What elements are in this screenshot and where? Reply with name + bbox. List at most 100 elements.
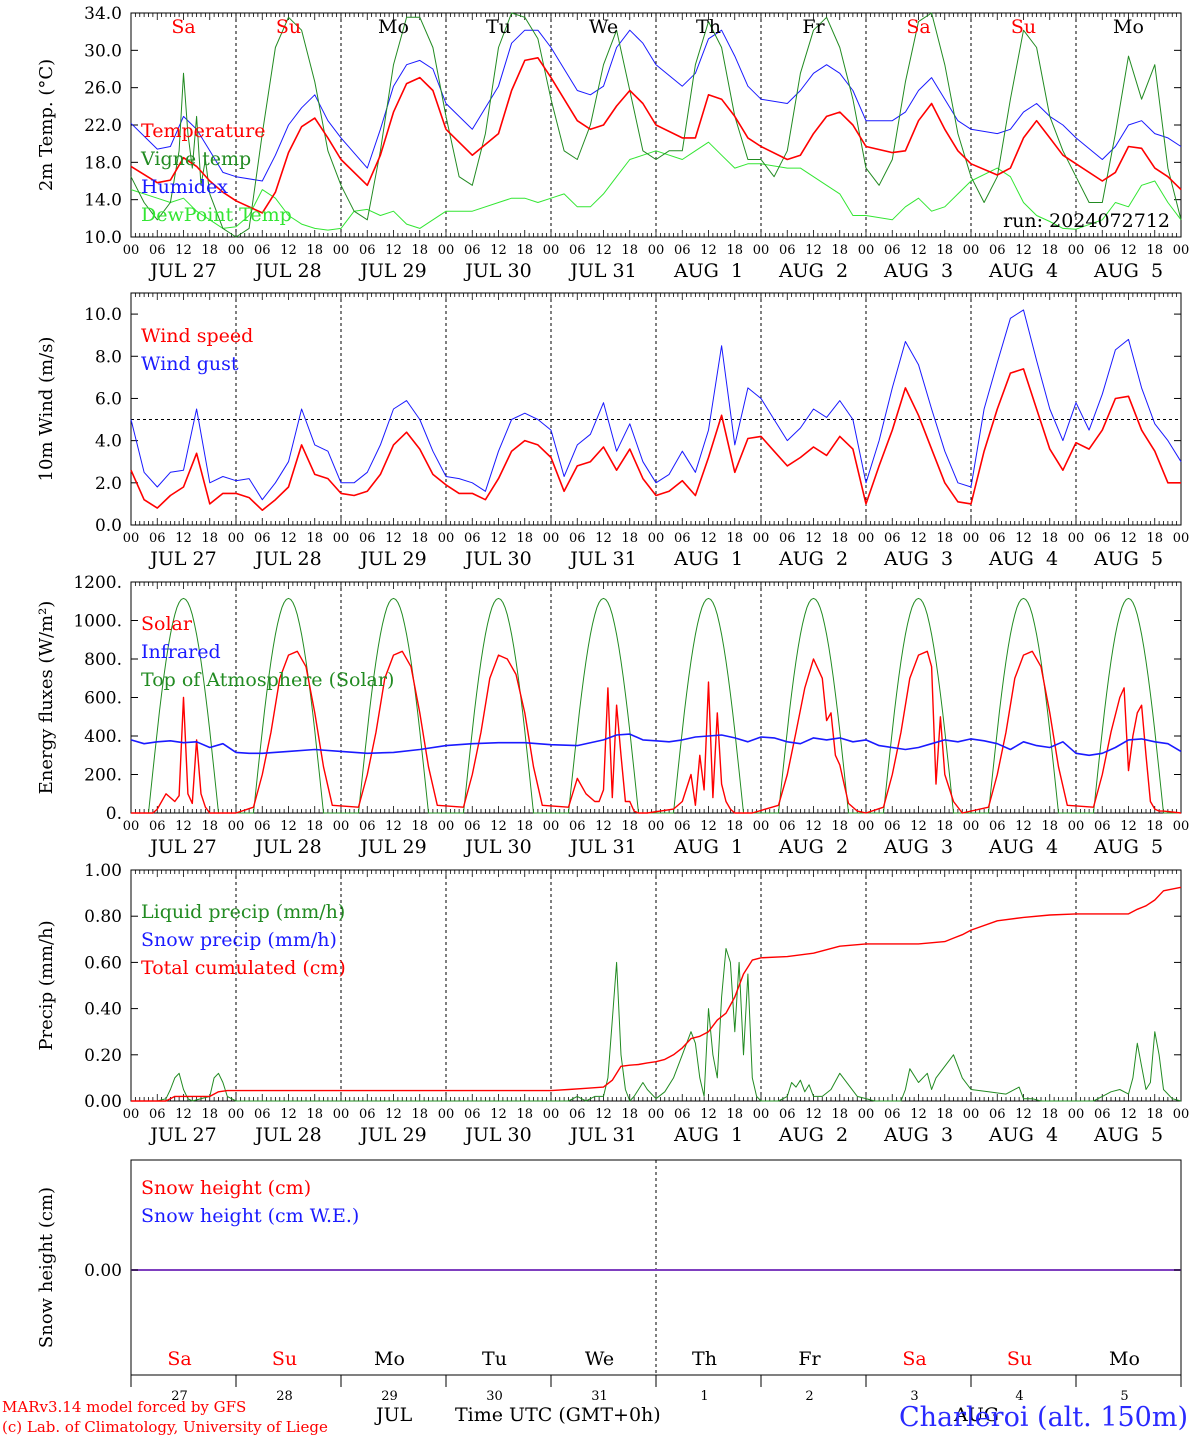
hour-tick-label: 12	[385, 531, 402, 546]
hour-tick-label: 00	[648, 531, 665, 546]
series-line	[131, 886, 1182, 1102]
hour-tick-label: 00	[228, 243, 245, 258]
hour-tick-label: 00	[1068, 243, 1085, 258]
y-tick-label: 10.0	[84, 228, 122, 248]
hour-tick-label: 12	[700, 1107, 717, 1122]
date-label: AUG 5	[1093, 548, 1163, 570]
date-label: JUL 29	[358, 836, 426, 858]
hour-tick-label: 00	[228, 1107, 245, 1122]
y-tick-label: 34.0	[84, 4, 122, 24]
weekday-label: Fr	[802, 16, 825, 38]
hour-tick-label: 18	[1146, 1107, 1163, 1122]
hour-tick-label: 12	[385, 819, 402, 834]
hour-tick-label: 18	[201, 243, 218, 258]
hour-tick-label: 06	[569, 819, 586, 834]
hour-tick-label: 12	[490, 243, 507, 258]
y-tick-label: 0.00	[84, 1261, 122, 1281]
hour-tick-label: 12	[280, 531, 297, 546]
date-label: AUG 3	[883, 1124, 953, 1146]
hour-tick-label: 18	[831, 531, 848, 546]
date-label: JUL 29	[358, 1124, 426, 1146]
date-label: JUL 30	[463, 836, 531, 858]
xaxis-title: Time UTC (GMT+0h)	[455, 1404, 661, 1426]
hour-tick-label: 12	[595, 531, 612, 546]
hour-tick-label: 12	[175, 1107, 192, 1122]
y-tick-label: 1000.	[73, 612, 122, 632]
date-label: AUG 2	[778, 1124, 848, 1146]
hour-tick-label: 12	[280, 243, 297, 258]
legend-entry: DewPoint Temp	[141, 204, 292, 226]
weekday-label: Su	[1007, 1348, 1032, 1370]
hour-tick-label: 12	[805, 819, 822, 834]
hour-tick-label: 06	[674, 531, 691, 546]
y-tick-label: 0.40	[84, 1000, 122, 1020]
hour-tick-label: 00	[648, 819, 665, 834]
hour-tick-label: 00	[753, 531, 770, 546]
hour-tick-label: 06	[254, 1107, 271, 1122]
date-label: AUG 2	[778, 548, 848, 570]
date-label: JUL 31	[568, 260, 636, 282]
weekday-label: Mo	[1109, 1348, 1140, 1370]
y-axis-label: Energy fluxes (W/m²)	[36, 601, 57, 795]
y-tick-label: 8.0	[95, 347, 122, 367]
legend-entry: Solar	[141, 613, 193, 635]
y-tick-label: 2.0	[95, 474, 122, 494]
hour-tick-label: 18	[621, 1107, 638, 1122]
hour-tick-label: 06	[884, 1107, 901, 1122]
hour-tick-label: 00	[543, 1107, 560, 1122]
hour-tick-label: 18	[201, 531, 218, 546]
date-label: JUL 30	[463, 1124, 531, 1146]
date-label: JUL 30	[463, 260, 531, 282]
weekday-label: Sa	[902, 1348, 926, 1370]
hour-tick-label: 12	[910, 243, 927, 258]
date-label: AUG 1	[673, 548, 743, 570]
hour-tick-label: 18	[516, 1107, 533, 1122]
series-line	[130, 141, 1182, 231]
series-line	[130, 56, 1182, 214]
hour-tick-label: 18	[1041, 819, 1058, 834]
hour-tick-label: 06	[464, 243, 481, 258]
date-label: AUG 3	[883, 548, 953, 570]
hour-tick-label: 18	[306, 819, 323, 834]
hour-tick-label: 18	[411, 1107, 428, 1122]
date-label: AUG 1	[673, 1124, 743, 1146]
y-tick-label: 1.00	[84, 861, 122, 881]
date-label: AUG 5	[1093, 836, 1163, 858]
hour-tick-label: 12	[805, 243, 822, 258]
hour-tick-label: 06	[569, 1107, 586, 1122]
hour-tick-label: 18	[936, 1107, 953, 1122]
weekday-label: Mo	[378, 16, 409, 38]
hour-tick-label: 18	[516, 243, 533, 258]
hour-tick-label: 06	[464, 1107, 481, 1122]
run-label: run: 2024072712	[1003, 210, 1170, 232]
hour-tick-label: 00	[858, 243, 875, 258]
y-tick-label: 0.	[106, 804, 122, 824]
hour-tick-label: 00	[1068, 531, 1085, 546]
series-line	[130, 733, 1182, 757]
weekday-label: Th	[692, 1348, 717, 1370]
hour-tick-label: 00	[438, 1107, 455, 1122]
hour-tick-label: 00	[123, 531, 140, 546]
hour-tick-label: 06	[989, 819, 1006, 834]
hour-tick-label: 00	[858, 819, 875, 834]
hour-tick-label: 00	[438, 819, 455, 834]
hour-tick-label: 06	[359, 1107, 376, 1122]
hour-tick-label: 18	[1041, 531, 1058, 546]
lab-credit: (c) Lab. of Climatology, University of L…	[2, 1418, 328, 1436]
hour-tick-label: 06	[1094, 1107, 1111, 1122]
hour-tick-label: 00	[228, 819, 245, 834]
y-tick-label: 18.0	[84, 153, 122, 173]
day-number-label: 31	[591, 1389, 608, 1404]
hour-tick-label: 12	[490, 1107, 507, 1122]
weekday-label: Sa	[171, 16, 195, 38]
hour-tick-label: 12	[175, 819, 192, 834]
hour-tick-label: 06	[884, 531, 901, 546]
hour-tick-label: 18	[726, 819, 743, 834]
hour-tick-label: 12	[805, 1107, 822, 1122]
hour-tick-label: 06	[149, 531, 166, 546]
y-tick-label: 0.0	[95, 516, 122, 536]
day-number-label: 29	[381, 1389, 398, 1404]
date-label: JUL 28	[253, 260, 321, 282]
date-label: JUL 28	[253, 1124, 321, 1146]
